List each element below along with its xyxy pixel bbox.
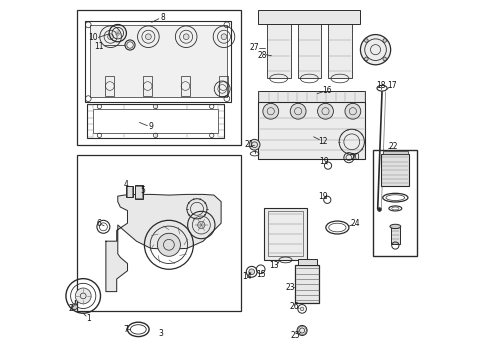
Bar (266, 19, 290, 78)
Circle shape (263, 103, 278, 119)
Text: 19: 19 (318, 192, 327, 201)
Text: 13: 13 (269, 261, 278, 270)
Text: 19: 19 (318, 157, 328, 166)
Text: 14: 14 (242, 272, 251, 281)
Circle shape (364, 39, 367, 42)
Bar (373, 150, 416, 256)
Bar (93, 109, 218, 133)
Circle shape (296, 325, 306, 336)
Circle shape (145, 34, 151, 40)
Bar (105, 76, 114, 96)
Circle shape (300, 307, 303, 311)
Bar (87, 104, 224, 138)
Circle shape (72, 304, 77, 310)
Bar (89, 25, 226, 97)
Text: 21: 21 (244, 140, 253, 149)
Bar (381, 154, 408, 186)
Polygon shape (106, 194, 221, 292)
Circle shape (364, 57, 367, 60)
Circle shape (344, 103, 360, 119)
Circle shape (289, 103, 305, 119)
Bar (77, 155, 241, 311)
Text: 18: 18 (375, 81, 385, 90)
Text: 12: 12 (318, 137, 327, 146)
Circle shape (382, 57, 386, 60)
Bar (181, 76, 189, 96)
Circle shape (377, 208, 381, 211)
Bar (390, 226, 399, 244)
Text: 16: 16 (321, 86, 331, 95)
Text: 1: 1 (86, 314, 91, 323)
Bar (134, 185, 142, 199)
Bar (135, 186, 142, 198)
Text: 22: 22 (387, 143, 397, 152)
Bar (85, 21, 231, 102)
Text: 20: 20 (350, 153, 360, 162)
Circle shape (183, 34, 189, 40)
Bar (258, 10, 359, 24)
Bar (382, 151, 407, 154)
Circle shape (157, 233, 180, 256)
Circle shape (221, 34, 226, 40)
Bar (297, 259, 316, 265)
Bar (126, 186, 133, 197)
Bar (127, 186, 132, 197)
Text: 10: 10 (88, 33, 98, 42)
Text: 23: 23 (285, 283, 295, 292)
Bar (258, 91, 365, 102)
Bar (142, 76, 152, 96)
Bar (267, 211, 303, 256)
Bar (294, 265, 319, 303)
Text: 11: 11 (95, 42, 104, 51)
Text: 3: 3 (158, 328, 163, 338)
Bar (258, 102, 365, 159)
Text: 5: 5 (140, 186, 145, 195)
Circle shape (197, 221, 204, 229)
Circle shape (360, 35, 390, 65)
Text: 2: 2 (68, 305, 73, 313)
Ellipse shape (389, 224, 400, 229)
Circle shape (107, 34, 113, 40)
Text: 26: 26 (289, 302, 298, 311)
Circle shape (75, 288, 91, 304)
Bar (297, 19, 321, 78)
Text: 17: 17 (386, 81, 396, 90)
Circle shape (317, 103, 333, 119)
Text: 4: 4 (124, 180, 129, 189)
Circle shape (248, 269, 254, 275)
Bar (218, 76, 227, 96)
Text: 15: 15 (255, 270, 265, 279)
Circle shape (382, 39, 386, 42)
Text: 27: 27 (249, 43, 259, 52)
Text: 28: 28 (257, 51, 266, 60)
Text: 6: 6 (96, 220, 101, 229)
Bar (328, 19, 351, 78)
Text: 7: 7 (123, 325, 128, 334)
Text: 8: 8 (160, 13, 164, 22)
Bar (264, 208, 306, 260)
Text: 25: 25 (289, 331, 299, 340)
Bar (77, 10, 241, 145)
Circle shape (249, 139, 260, 150)
Text: 24: 24 (350, 220, 360, 229)
Text: 9: 9 (148, 122, 153, 131)
